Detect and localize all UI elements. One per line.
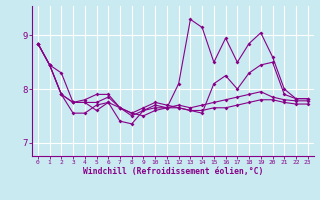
X-axis label: Windchill (Refroidissement éolien,°C): Windchill (Refroidissement éolien,°C) [83, 167, 263, 176]
